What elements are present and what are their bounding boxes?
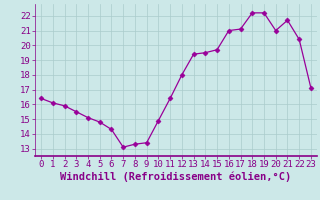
X-axis label: Windchill (Refroidissement éolien,°C): Windchill (Refroidissement éolien,°C) (60, 172, 292, 182)
